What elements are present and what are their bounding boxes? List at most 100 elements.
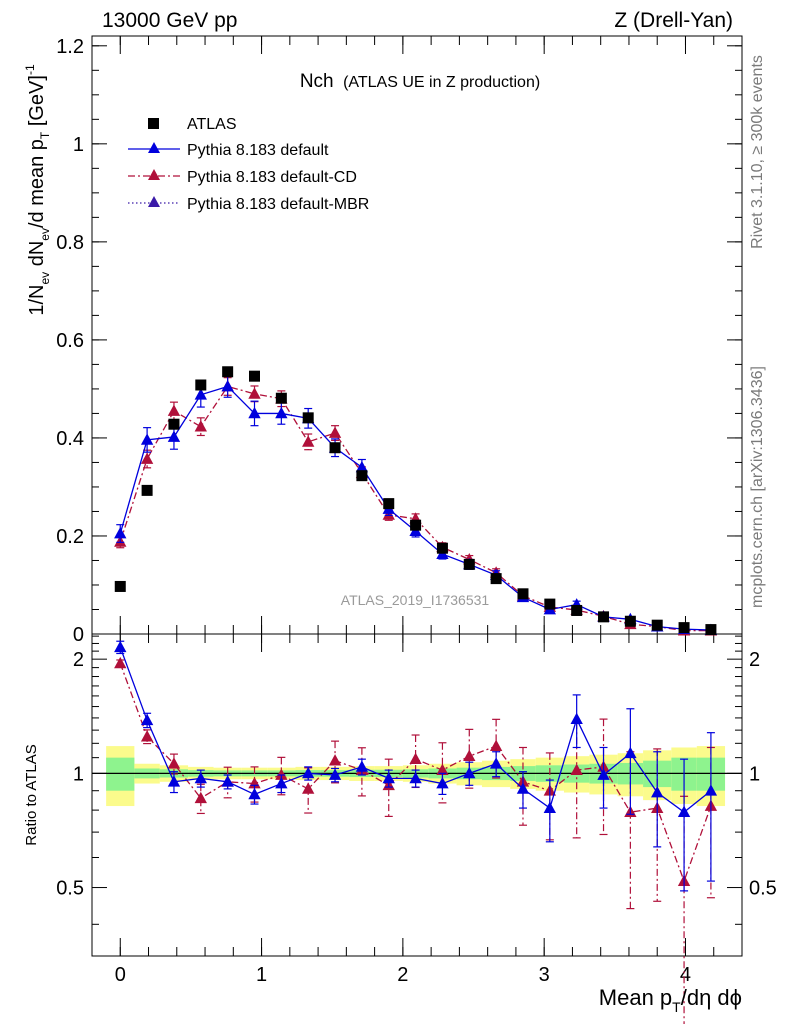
- ratio-series-group: [114, 640, 718, 1024]
- ratio-point-default: [516, 782, 530, 794]
- side-rivet-text: Rivet 3.1.10, ≥ 300k events: [749, 55, 766, 249]
- ratio-point-default: [677, 805, 691, 818]
- ratio-point-cd: [570, 763, 583, 775]
- main-point-data: [168, 418, 180, 430]
- ratio-point-default: [221, 775, 234, 787]
- main-point-data: [705, 624, 717, 636]
- main-point-data: [436, 542, 448, 554]
- ratio-point-cd: [328, 754, 342, 766]
- xlabel-sub: T: [672, 999, 681, 1015]
- ratio-point-cd: [275, 768, 288, 780]
- ratio-point-default: [436, 777, 449, 789]
- plot-title-sub: (ATLAS UE in Z production): [343, 74, 540, 91]
- x-tick-label: 2: [397, 964, 408, 986]
- header-left: 13000 GeV pp: [102, 9, 237, 32]
- ratio-point-default: [651, 786, 664, 798]
- ratio-point-default: [355, 760, 369, 772]
- main-series-data: [114, 366, 717, 636]
- main-point-data: [114, 580, 126, 592]
- main-point-data: [302, 412, 314, 424]
- main-point-default: [140, 433, 154, 445]
- main-point-default: [248, 406, 261, 419]
- ratio-y-tick-label-right: 0.5: [749, 878, 777, 900]
- main-point-default: [275, 406, 288, 419]
- xlabel-tail: /dη dϕ: [681, 985, 742, 1010]
- ylabel-sup: -1: [23, 64, 37, 75]
- ratio-point-default: [489, 757, 503, 769]
- main-point-data: [651, 619, 663, 631]
- ratio-point-default: [194, 771, 207, 784]
- plot-title: Nch (ATLAS UE in Z production): [300, 71, 540, 92]
- main-y-tick-label: 0.8: [56, 232, 84, 254]
- header-right: Z (Drell-Yan): [614, 9, 733, 32]
- main-point-cd: [194, 420, 207, 432]
- ratio-point-cd: [409, 752, 422, 765]
- xlabel-base: Mean p: [599, 985, 672, 1010]
- x-tick-label: 3: [539, 964, 550, 986]
- main-point-data: [678, 622, 690, 634]
- y-axis-label-main: 1/Nev dNev/d mean pT [GeV]-1: [23, 64, 52, 316]
- ratio-point-cd: [114, 656, 127, 669]
- main-point-data: [275, 392, 287, 404]
- main-point-cd: [248, 387, 261, 399]
- ratio-y-tick-label-left: 0.5: [56, 878, 84, 900]
- ratio-point-default: [275, 777, 288, 789]
- ratio-point-default: [167, 775, 181, 787]
- legend-label-default: Pythia 8.183 default: [187, 142, 329, 159]
- ratio-point-default: [382, 771, 395, 784]
- ratio-y-tick-label-right: 2: [749, 649, 760, 671]
- ratio-point-default: [409, 771, 422, 784]
- legend-marker-default: [148, 142, 160, 153]
- ratio-y-tick-label-left: 1: [73, 763, 84, 785]
- main-point-cd: [140, 452, 154, 464]
- ratio-point-default: [248, 787, 261, 800]
- ylabel-mid: dN: [26, 241, 48, 272]
- ratio-point-default: [328, 768, 342, 780]
- side-mcplots-text: mcplots.cern.ch [arXiv:1306.3436]: [749, 366, 766, 608]
- ratio-point-default: [140, 713, 154, 726]
- ylabel-sub2: ev: [38, 228, 52, 241]
- ratio-series-cd: [114, 656, 718, 1024]
- main-y-tick-label: 0.4: [56, 428, 84, 450]
- ylabel-sub3: T: [38, 131, 52, 139]
- ratio-point-cd: [463, 749, 476, 762]
- ylabel-base: 1/N: [26, 285, 48, 316]
- x-tick-label: 0: [115, 964, 126, 986]
- main-y-tick-label: 0.2: [56, 526, 84, 548]
- main-series-group: [114, 366, 718, 636]
- main-point-cd: [167, 404, 181, 416]
- ratio-point-cd: [140, 730, 154, 742]
- main-point-data: [463, 558, 475, 570]
- ratio-point-cd: [489, 739, 503, 751]
- main-point-data: [544, 598, 556, 610]
- main-y-tick-label: 0: [73, 624, 84, 646]
- x-tick-label: 4: [680, 964, 691, 986]
- main-point-data: [329, 442, 341, 454]
- x-axis-label: Mean pT/dη dϕ: [599, 985, 742, 1015]
- main-point-data: [195, 379, 207, 391]
- plot-title-main: Nch: [300, 71, 334, 92]
- ratio-axis-ticks: 0.5 0.5 1 1 2 2 0 1 2 3 4: [56, 634, 777, 986]
- main-y-tick-label: 1: [73, 134, 84, 156]
- ratio-line-cd: [119, 663, 712, 883]
- main-point-default: [355, 460, 369, 473]
- main-axis-ticks: 0 0.2 0.4 0.6 0.8 1 1.2: [56, 36, 743, 646]
- ratio-point-default: [114, 640, 127, 653]
- main-point-default: [114, 527, 127, 539]
- y-axis-label-ratio: Ratio to ATLAS: [23, 744, 40, 845]
- main-point-cd: [302, 435, 315, 447]
- main-point-data: [222, 366, 234, 378]
- green-band-bin: [106, 757, 135, 791]
- ratio-panel-frame: [91, 633, 743, 957]
- main-point-data: [571, 604, 583, 616]
- legend-marker-mbr: [148, 196, 160, 207]
- ylabel-sub1: ev: [38, 272, 52, 285]
- ratio-series-default: [114, 640, 718, 892]
- ratio-point-default: [463, 766, 476, 779]
- main-point-data: [517, 588, 529, 600]
- main-point-data: [624, 615, 636, 627]
- legend-marker-cd: [148, 169, 160, 180]
- legend-label-cd: Pythia 8.183 default-CD: [187, 169, 357, 186]
- main-point-data: [410, 519, 422, 531]
- main-point-default: [167, 430, 181, 442]
